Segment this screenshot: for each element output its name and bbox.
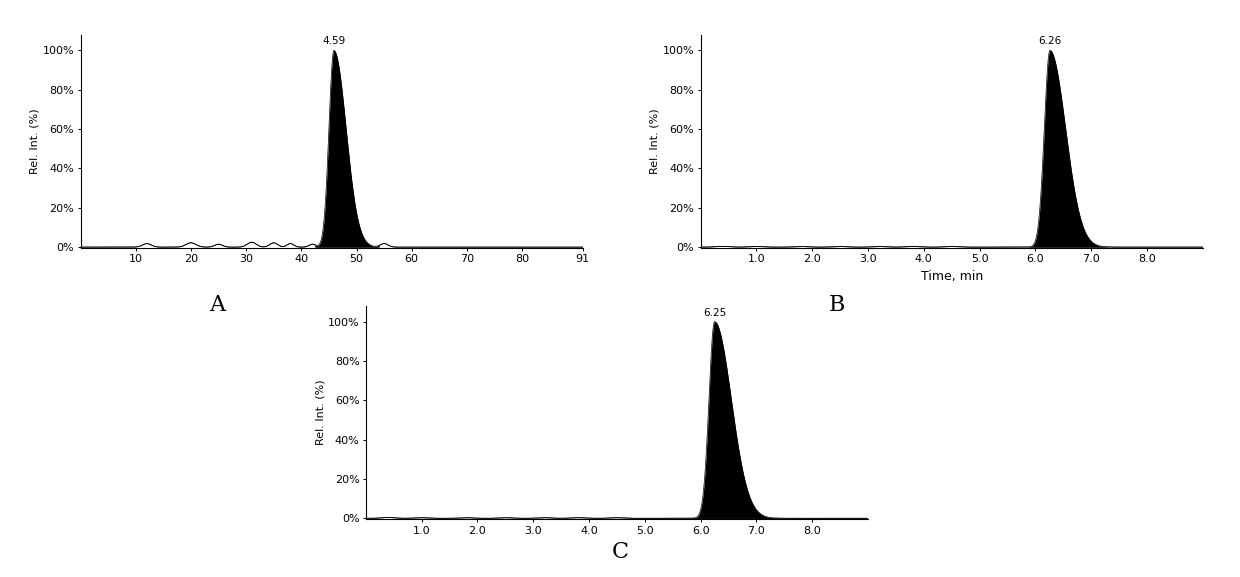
Text: B: B	[828, 294, 846, 316]
Y-axis label: Rel. Int. (%): Rel. Int. (%)	[650, 108, 660, 174]
Text: 6.26: 6.26	[1038, 36, 1061, 46]
Text: 4.59: 4.59	[322, 36, 346, 46]
Text: A: A	[210, 294, 224, 316]
X-axis label: Time, min: Time, min	[920, 270, 983, 283]
Text: 6.25: 6.25	[703, 308, 727, 317]
Y-axis label: Rel. Int. (%): Rel. Int. (%)	[315, 380, 325, 445]
Y-axis label: Rel. Int. (%): Rel. Int. (%)	[30, 108, 40, 174]
Text: C: C	[611, 541, 629, 563]
